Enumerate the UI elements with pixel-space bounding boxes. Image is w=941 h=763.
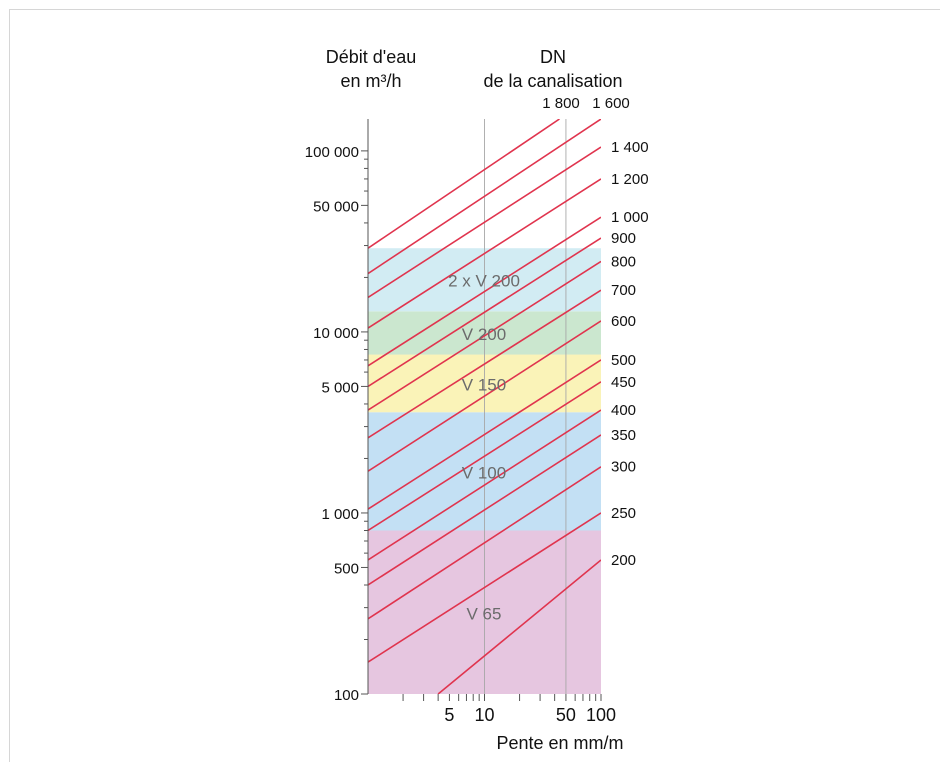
series-line	[368, 260, 601, 411]
series-line	[368, 381, 601, 532]
dn-label: 1 800	[542, 95, 580, 112]
series-line	[368, 320, 601, 472]
y-tick-label: 1 000	[321, 506, 359, 523]
grid-layer	[484, 119, 567, 694]
series-line	[368, 119, 601, 275]
zone-label: V 150	[462, 375, 506, 394]
dn-label: 300	[611, 459, 636, 476]
axes-layer	[361, 119, 602, 701]
dn-label: 250	[611, 505, 636, 522]
dn-title-line1: DN	[540, 47, 566, 67]
y-tick-label: 100	[334, 687, 359, 704]
dn-label: 900	[611, 230, 636, 247]
series-line	[368, 178, 601, 329]
labels-layer: V 65 V 100 V 150 V 200 2 x V 200 100 500 1 000 5…	[305, 95, 649, 725]
series-line	[368, 434, 601, 586]
dn-label: 200	[611, 552, 636, 569]
series-line	[368, 119, 560, 249]
series-line	[368, 216, 601, 367]
series-line	[368, 237, 601, 388]
series-line	[368, 512, 601, 663]
series-layer	[368, 119, 601, 694]
y-tick-label: 5 000	[321, 379, 359, 396]
zone-label: V 65	[467, 604, 502, 623]
series-line	[437, 559, 601, 694]
x-tick-label: 100	[586, 705, 616, 725]
dn-label: 1 400	[611, 139, 649, 156]
dn-label: 450	[611, 374, 636, 391]
x-tick-label: 50	[556, 705, 576, 725]
x-axis-title: Pente en mm/m	[496, 733, 623, 753]
dn-label: 400	[611, 402, 636, 419]
dn-label: 1 200	[611, 171, 649, 188]
dn-label: 500	[611, 352, 636, 369]
dn-title-line2: de la canalisation	[483, 71, 622, 91]
y-tick-label: 50 000	[313, 198, 359, 215]
dn-label: 1 000	[611, 209, 649, 226]
dn-label: 700	[611, 282, 636, 299]
dn-label: 1 600	[592, 95, 630, 112]
zone-label: V 200	[462, 325, 506, 344]
y-tick-label: 500	[334, 560, 359, 577]
zone-label: 2 x V 200	[448, 272, 520, 291]
y-tick-label: 100 000	[305, 144, 359, 161]
y-axis-title-line1: Débit d'eau	[326, 47, 417, 67]
dn-label: 600	[611, 313, 636, 330]
y-tick-label: 10 000	[313, 325, 359, 342]
series-line	[368, 466, 601, 620]
zone-label: V 100	[462, 463, 506, 482]
dn-label: 350	[611, 427, 636, 444]
series-line	[368, 359, 601, 510]
x-tick-label: 5	[444, 705, 454, 725]
series-line	[368, 289, 601, 439]
series-line	[368, 146, 601, 299]
y-axis-title-line2: en m³/h	[340, 71, 401, 91]
dn-label: 800	[611, 253, 636, 270]
chart-frame	[9, 9, 940, 762]
x-tick-label: 10	[474, 705, 494, 725]
series-line	[368, 409, 601, 561]
